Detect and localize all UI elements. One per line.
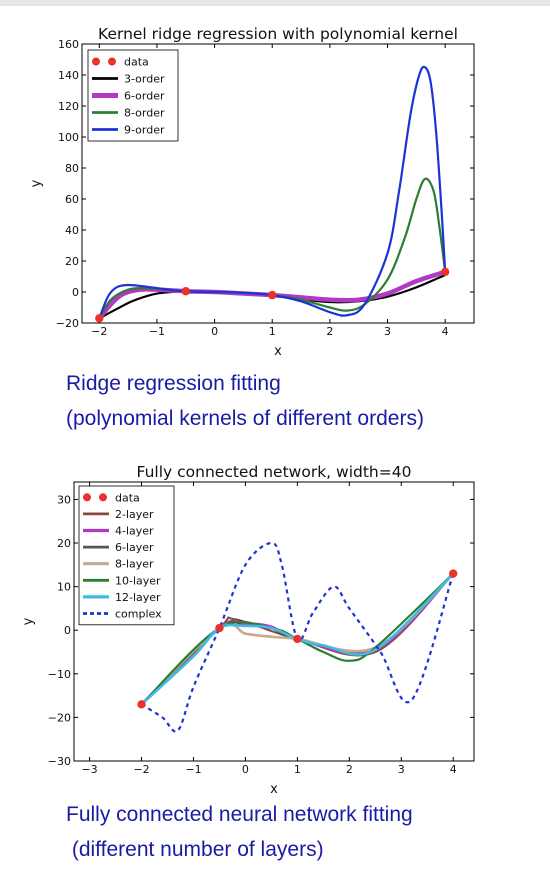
y-tick-label: 20 bbox=[65, 255, 79, 268]
y-axis-label: y bbox=[29, 179, 44, 187]
legend-label-8-layer: 8-layer bbox=[115, 558, 154, 571]
series-line-8-order bbox=[98, 177, 447, 319]
data-point bbox=[95, 314, 104, 323]
y-tick-label: 10 bbox=[57, 581, 71, 594]
legend-label-6-order: 6-order bbox=[124, 90, 165, 103]
x-tick-label: 0 bbox=[211, 325, 218, 338]
data-point bbox=[181, 287, 190, 296]
x-tick-label: 4 bbox=[450, 763, 457, 776]
y-axis-label: y bbox=[21, 617, 36, 625]
legend-label-9-order: 9-order bbox=[124, 124, 165, 137]
y-tick-label: −30 bbox=[48, 755, 71, 768]
y-tick-label: 80 bbox=[65, 162, 79, 175]
series-line-9-order bbox=[98, 65, 447, 319]
y-tick-label: 120 bbox=[58, 100, 79, 113]
legend-label-data: data bbox=[124, 56, 149, 69]
legend-marker-data bbox=[108, 57, 116, 66]
legend-label-data: data bbox=[115, 491, 140, 504]
x-tick-label: 1 bbox=[269, 325, 276, 338]
data-point bbox=[440, 267, 450, 277]
chart-title: Fully connected network, width=40 bbox=[137, 463, 412, 481]
data-point bbox=[268, 290, 277, 300]
data-point bbox=[449, 569, 458, 578]
x-tick-label: 3 bbox=[398, 763, 405, 776]
y-tick-label: 140 bbox=[58, 69, 79, 82]
legend: data 3-order 6-order 8-order 9-order bbox=[87, 49, 179, 142]
data-point bbox=[215, 623, 224, 633]
legend-label-complex: complex bbox=[115, 608, 162, 621]
caption-ridge: Ridge regression fitting (polynomial ker… bbox=[66, 366, 424, 436]
x-tick-label: 3 bbox=[384, 325, 391, 338]
data-point bbox=[293, 634, 302, 644]
legend-label-4-layer: 4-layer bbox=[115, 525, 154, 538]
chart-2: Fully connected network, width=40−3 −2 −1 0… bbox=[21, 463, 475, 797]
caption-network: Fully connected neural network fitting (… bbox=[66, 797, 413, 867]
x-tick-label: −2 bbox=[91, 325, 107, 338]
series-line-12-layer bbox=[140, 572, 455, 706]
x-tick-label: 1 bbox=[294, 763, 301, 776]
data-point bbox=[137, 700, 146, 709]
legend: data 2-layer 4-layer 6-layer 8-layer 10-layer… bbox=[78, 485, 175, 626]
y-tick-label: 0 bbox=[72, 286, 79, 299]
legend-marker-data bbox=[92, 57, 100, 66]
legend-label-3-order: 3-order bbox=[124, 73, 165, 86]
x-tick-label: 2 bbox=[326, 325, 333, 338]
x-tick-label: −1 bbox=[185, 763, 201, 776]
chart-title: Kernel ridge regression with polynomial … bbox=[98, 25, 458, 43]
y-tick-label: −10 bbox=[48, 668, 71, 681]
y-tick-label: 60 bbox=[65, 193, 79, 206]
legend-label-12-layer: 12-layer bbox=[115, 591, 161, 604]
x-tick-label: −2 bbox=[133, 763, 149, 776]
legend-label-10-layer: 10-layer bbox=[115, 574, 161, 587]
x-tick-label: 0 bbox=[242, 763, 249, 776]
caption-ridge-line1: Ridge regression fitting bbox=[66, 372, 281, 395]
caption-ridge-line2: (polynomial kernels of different orders) bbox=[66, 407, 424, 430]
plot-frame bbox=[81, 43, 475, 324]
y-tick-label: 100 bbox=[58, 131, 79, 144]
chart-1: Kernel ridge regression with polynomial … bbox=[29, 25, 475, 359]
x-axis-label: x bbox=[270, 782, 278, 797]
series-line-complex bbox=[140, 541, 455, 733]
y-tick-label: 160 bbox=[58, 38, 79, 51]
caption-network-line1: Fully connected neural network fitting bbox=[66, 803, 413, 826]
x-tick-label: −3 bbox=[81, 763, 97, 776]
y-tick-label: −20 bbox=[56, 317, 79, 330]
legend-marker-data bbox=[83, 493, 91, 502]
caption-network-line2: (different number of layers) bbox=[66, 838, 324, 861]
x-axis-label: x bbox=[274, 344, 282, 359]
y-tick-label: 40 bbox=[65, 224, 79, 237]
y-tick-label: 30 bbox=[57, 493, 71, 506]
y-tick-label: 0 bbox=[64, 624, 71, 637]
top-border bbox=[0, 0, 550, 6]
plot-frame bbox=[73, 481, 475, 762]
legend-label-2-layer: 2-layer bbox=[115, 508, 154, 521]
legend-box bbox=[78, 485, 175, 626]
x-tick-label: 4 bbox=[442, 325, 449, 338]
y-tick-label: −20 bbox=[48, 711, 71, 724]
series-lines bbox=[97, 65, 447, 320]
x-tick-label: −1 bbox=[149, 325, 165, 338]
legend-label-6-layer: 6-layer bbox=[115, 541, 154, 554]
y-tick-label: 20 bbox=[57, 537, 71, 550]
legend-label-8-order: 8-order bbox=[124, 107, 165, 120]
x-tick-label: 2 bbox=[346, 763, 353, 776]
legend-marker-data bbox=[99, 493, 107, 502]
